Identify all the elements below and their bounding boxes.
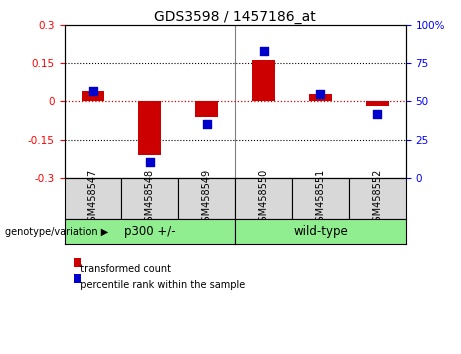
- Bar: [292, 178, 349, 219]
- Text: genotype/variation ▶: genotype/variation ▶: [5, 227, 108, 237]
- Text: GSM458547: GSM458547: [88, 169, 98, 228]
- Bar: [178, 178, 235, 219]
- Bar: [309, 93, 332, 101]
- Point: [203, 121, 210, 127]
- Text: GSM458549: GSM458549: [201, 169, 212, 228]
- Bar: [138, 101, 161, 155]
- Point: [89, 88, 97, 93]
- Bar: [65, 178, 121, 219]
- Title: GDS3598 / 1457186_at: GDS3598 / 1457186_at: [154, 10, 316, 24]
- Text: GSM458552: GSM458552: [372, 169, 382, 228]
- Text: wild-type: wild-type: [293, 225, 348, 238]
- Text: GSM458548: GSM458548: [145, 169, 155, 228]
- Bar: [82, 91, 104, 101]
- Text: p300 +/-: p300 +/-: [124, 225, 176, 238]
- Bar: [195, 101, 218, 116]
- Bar: [235, 178, 292, 219]
- Point: [317, 91, 324, 96]
- Bar: [366, 101, 389, 106]
- Point: [260, 48, 267, 53]
- Point: [146, 160, 154, 165]
- Text: GSM458551: GSM458551: [315, 169, 325, 228]
- Text: GSM458550: GSM458550: [259, 169, 269, 228]
- Text: percentile rank within the sample: percentile rank within the sample: [74, 280, 245, 290]
- Bar: [121, 178, 178, 219]
- Point: [373, 111, 381, 116]
- Bar: [252, 61, 275, 101]
- Bar: [349, 178, 406, 219]
- Text: transformed count: transformed count: [74, 264, 171, 274]
